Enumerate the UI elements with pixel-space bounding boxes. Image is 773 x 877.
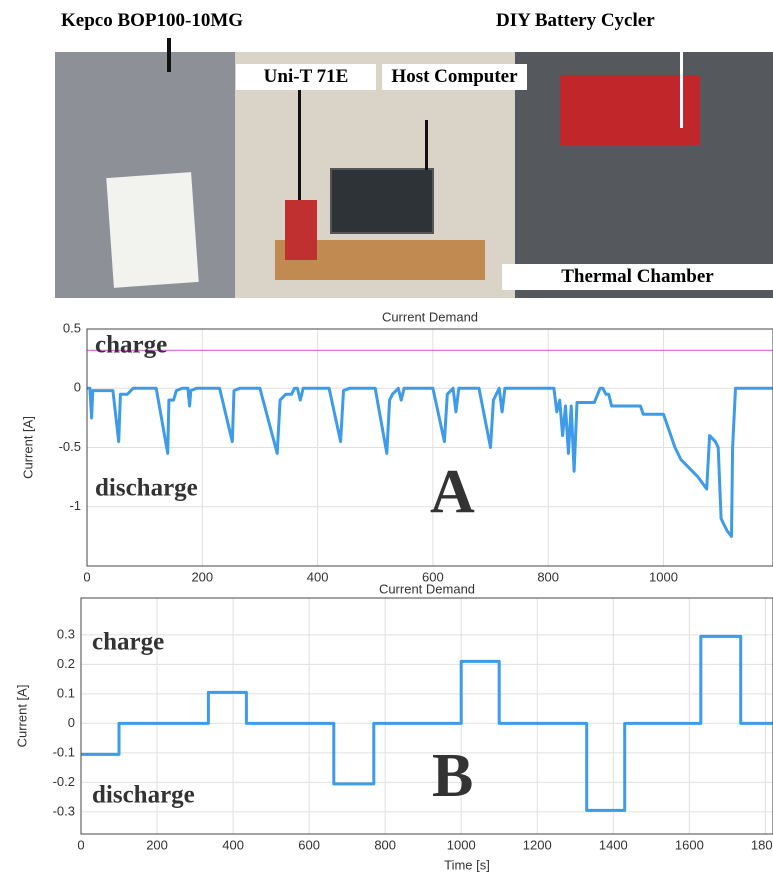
x-tick-label: 600 [298,837,320,852]
annotation: discharge [95,475,198,502]
y-tick-label: 0.2 [57,656,75,671]
chart-title: Current Demand [379,581,475,596]
plot-frame [86,328,773,567]
photo-label: Kepco BOP100-10MG [55,8,250,34]
plot-area [80,597,773,835]
photo-label: Thermal Chamber [502,264,773,290]
y-tick-label: -0.3 [53,803,75,818]
y-tick-label: -0.2 [53,774,75,789]
x-tick-label: 1600 [675,837,704,852]
y-axis-label: Current [A] [14,685,29,748]
x-tick-label: 1200 [523,837,552,852]
data-line [81,634,773,812]
annotation: A [430,458,475,526]
y-tick-label: 0.3 [57,626,75,641]
pointer [425,120,428,170]
x-tick-label: 400 [222,837,244,852]
y-tick-label: 0 [74,380,81,395]
x-tick-label: 0 [83,569,90,584]
x-tick-label: 800 [374,837,396,852]
pointer [298,90,301,200]
data-line [87,386,773,538]
y-tick-label: -1 [69,498,81,513]
x-tick-label: 1800 [751,837,773,852]
y-tick-label: 0.5 [63,320,81,335]
plot-frame [80,597,773,835]
annotation: discharge [92,782,195,809]
x-tick-label: 400 [307,569,329,584]
photo-label: Uni-T 71E [236,64,376,90]
y-tick-label: -0.5 [59,439,81,454]
x-tick-label: 1400 [599,837,628,852]
pointer [167,38,171,72]
x-tick-label: 200 [191,569,213,584]
photo-laptop [330,168,434,234]
y-axis-label: Current [A] [20,416,35,479]
x-tick-label: 1000 [649,569,678,584]
x-tick-label: 200 [146,837,168,852]
annotation: B [432,742,473,810]
x-axis-label: Time [s] [444,857,490,872]
photo-cycler [560,75,700,145]
annotation: charge [95,332,167,359]
pointer [680,38,683,128]
x-tick-label: 600 [422,569,444,584]
photo-label: Host Computer [382,64,527,90]
photo-label: DIY Battery Cycler [490,8,661,34]
photo-multimeter [285,200,317,260]
x-tick-label: 0 [77,837,84,852]
x-tick-label: 800 [537,569,559,584]
y-tick-label: 0.1 [57,685,75,700]
annotation: charge [92,629,164,656]
chart-title: Current Demand [382,309,478,324]
y-tick-label: 0 [68,715,75,730]
y-tick-label: -0.1 [53,744,75,759]
x-tick-label: 1000 [447,837,476,852]
